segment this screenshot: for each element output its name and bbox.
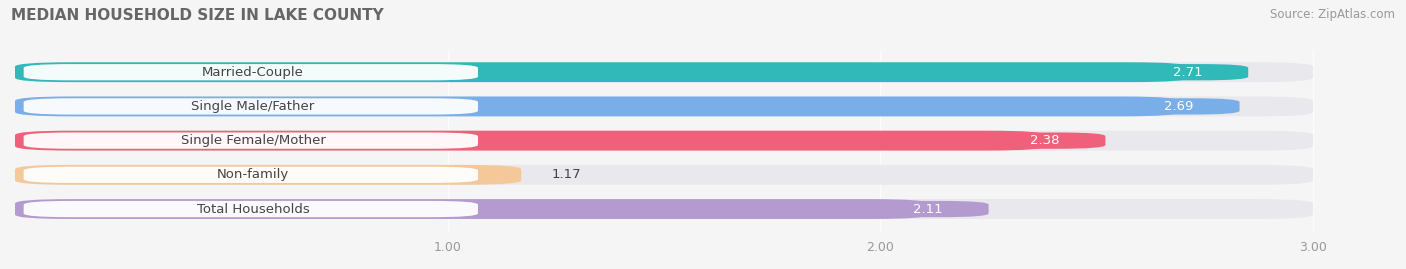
FancyBboxPatch shape xyxy=(24,64,478,80)
Text: Total Households: Total Households xyxy=(197,203,309,215)
Text: 2.38: 2.38 xyxy=(1031,134,1060,147)
Text: Single Female/Mother: Single Female/Mother xyxy=(180,134,325,147)
Text: 2.69: 2.69 xyxy=(1164,100,1194,113)
Text: MEDIAN HOUSEHOLD SIZE IN LAKE COUNTY: MEDIAN HOUSEHOLD SIZE IN LAKE COUNTY xyxy=(11,8,384,23)
FancyBboxPatch shape xyxy=(24,167,478,183)
Text: 2.71: 2.71 xyxy=(1173,66,1202,79)
FancyBboxPatch shape xyxy=(984,133,1105,149)
FancyBboxPatch shape xyxy=(15,97,1180,116)
FancyBboxPatch shape xyxy=(24,201,478,217)
FancyBboxPatch shape xyxy=(15,62,1188,82)
FancyBboxPatch shape xyxy=(15,199,1313,219)
FancyBboxPatch shape xyxy=(15,97,1313,116)
Text: Single Male/Father: Single Male/Father xyxy=(191,100,315,113)
FancyBboxPatch shape xyxy=(15,131,1045,151)
Text: 1.17: 1.17 xyxy=(551,168,581,181)
FancyBboxPatch shape xyxy=(15,199,928,219)
FancyBboxPatch shape xyxy=(24,133,478,149)
FancyBboxPatch shape xyxy=(15,165,522,185)
Text: Source: ZipAtlas.com: Source: ZipAtlas.com xyxy=(1270,8,1395,21)
Text: Non-family: Non-family xyxy=(217,168,290,181)
FancyBboxPatch shape xyxy=(1118,98,1240,115)
Text: Married-Couple: Married-Couple xyxy=(202,66,304,79)
FancyBboxPatch shape xyxy=(1128,64,1249,80)
FancyBboxPatch shape xyxy=(24,98,478,115)
FancyBboxPatch shape xyxy=(15,165,1313,185)
FancyBboxPatch shape xyxy=(15,131,1313,151)
Text: 2.11: 2.11 xyxy=(912,203,943,215)
FancyBboxPatch shape xyxy=(15,62,1313,82)
FancyBboxPatch shape xyxy=(868,201,988,217)
